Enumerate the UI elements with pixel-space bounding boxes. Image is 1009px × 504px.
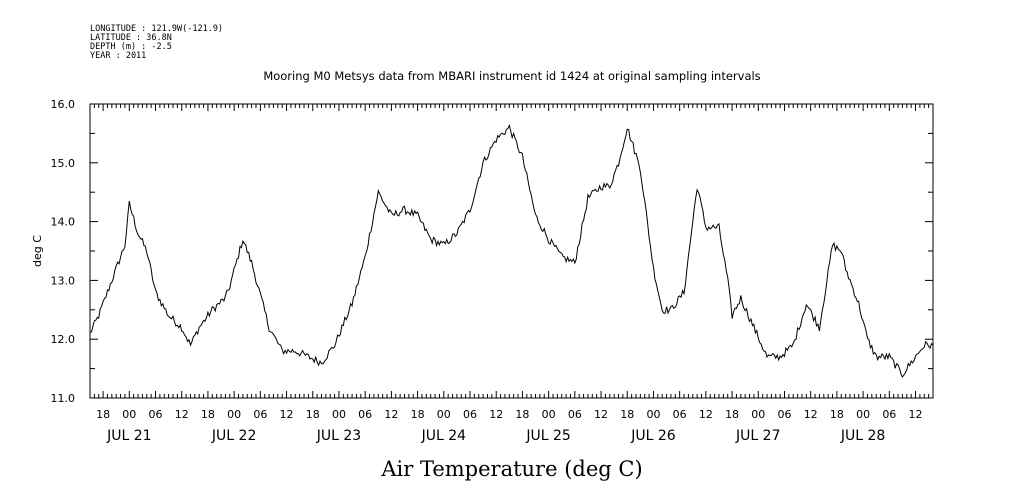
x-tick-label: 12 xyxy=(280,408,294,421)
x-axis-label: Air Temperature (deg C) xyxy=(380,457,642,481)
x-tick-label: 00 xyxy=(122,408,136,421)
x-tick-label: 18 xyxy=(201,408,215,421)
x-tick-label: 12 xyxy=(804,408,818,421)
day-labels: JUL 21 JUL 22 JUL 23 JUL 24 JUL 25 JUL 26 JUL … xyxy=(106,428,885,444)
x-tick-label: 18 xyxy=(515,408,529,421)
x-tick-label: 12 xyxy=(909,408,923,421)
x-tick-label: 06 xyxy=(777,408,791,421)
day-label: JUL 27 xyxy=(735,428,780,444)
x-tick-label: 12 xyxy=(699,408,713,421)
day-label: JUL 25 xyxy=(525,428,570,444)
x-tick-label: 00 xyxy=(227,408,241,421)
day-label: JUL 22 xyxy=(211,428,256,444)
depth-label: DEPTH (m) : -2.5 xyxy=(90,42,172,52)
y-tick-labels: 11.0 12.0 13.0 14.0 15.0 16.0 xyxy=(51,98,76,405)
x-tick-label: 06 xyxy=(253,408,267,421)
x-tick-label: 00 xyxy=(332,408,346,421)
x-tick-labels: 18 00 06 12 18 00 06 12 18 00 06 12 18 00 06 12 18 00 06 12… xyxy=(96,408,922,421)
x-tick-label: 12 xyxy=(384,408,398,421)
x-tick-label: 00 xyxy=(856,408,870,421)
x-tick-label: 18 xyxy=(830,408,844,421)
day-label: JUL 23 xyxy=(316,428,361,444)
x-tick-label: 12 xyxy=(175,408,189,421)
x-tick-label: 06 xyxy=(463,408,477,421)
y-axis-label: deg C xyxy=(31,235,44,267)
x-tick-label: 12 xyxy=(489,408,503,421)
plot-frame xyxy=(89,103,934,399)
x-tick-label: 18 xyxy=(725,408,739,421)
x-tick-label: 18 xyxy=(306,408,320,421)
y-tick-label: 12.0 xyxy=(51,333,76,346)
x-tick-label: 06 xyxy=(149,408,163,421)
x-tick-label: 00 xyxy=(646,408,660,421)
x-tick-label: 06 xyxy=(358,408,372,421)
y-tick-label: 16.0 xyxy=(51,98,76,111)
axis-ticks xyxy=(89,103,934,399)
x-tick-label: 06 xyxy=(882,408,896,421)
x-tick-label: 18 xyxy=(620,408,634,421)
x-tick-label: 06 xyxy=(673,408,687,421)
y-tick-label: 13.0 xyxy=(51,274,76,287)
chart-title: Mooring M0 Metsys data from MBARI instru… xyxy=(263,69,760,83)
x-tick-label: 06 xyxy=(568,408,582,421)
y-tick-label: 14.0 xyxy=(51,216,76,229)
day-label: JUL 26 xyxy=(630,428,676,444)
x-tick-label: 00 xyxy=(751,408,765,421)
y-tick-label: 11.0 xyxy=(51,392,76,405)
x-tick-label: 18 xyxy=(96,408,110,421)
day-label: JUL 21 xyxy=(106,428,151,444)
longitude-label: LONGITUDE : 121.9W(-121.9) xyxy=(90,24,223,34)
latitude-label: LATITUDE : 36.8N xyxy=(90,33,172,43)
x-tick-label: 00 xyxy=(437,408,451,421)
day-label: JUL 24 xyxy=(421,428,467,444)
x-tick-label: 00 xyxy=(542,408,556,421)
day-label: JUL 28 xyxy=(840,428,885,444)
y-tick-label: 15.0 xyxy=(51,157,76,170)
series-line-air-temperature xyxy=(89,123,934,378)
year-label: YEAR : 2011 xyxy=(90,51,146,61)
x-tick-label: 12 xyxy=(594,408,608,421)
x-tick-label: 18 xyxy=(411,408,425,421)
